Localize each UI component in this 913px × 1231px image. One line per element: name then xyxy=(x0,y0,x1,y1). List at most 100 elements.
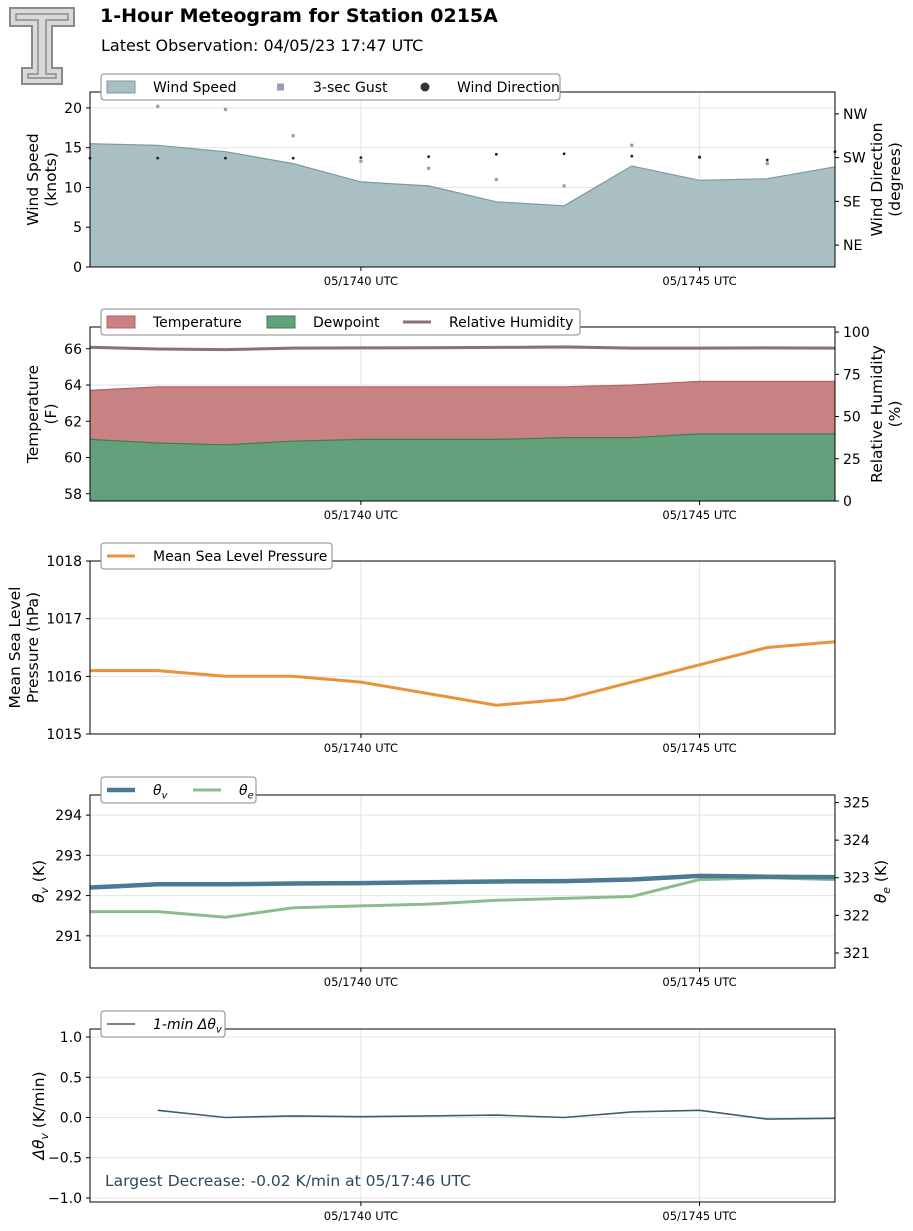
y-tick-label: 15 xyxy=(64,141,82,157)
y-axis-label: Temperature xyxy=(24,365,42,464)
legend-box xyxy=(100,73,561,101)
y-tick-label: 1.0 xyxy=(60,1030,82,1046)
panel-pressure: 05/1740 UTC 05/1745 UTC 1015 1016 1017 1018 Me… xyxy=(6,542,836,755)
y-tick-label: 5 xyxy=(73,220,82,236)
y2-axis-label: Relative Humidity xyxy=(868,345,886,483)
y-axis-label: Mean Sea Level xyxy=(6,587,24,709)
y-tick-label: 0.0 xyxy=(60,1111,82,1127)
y-tick-label: 1018 xyxy=(46,554,82,570)
legend-label: θe xyxy=(239,783,254,802)
y2-tick-label: 324 xyxy=(843,833,870,849)
legend-label: Relative Humidity xyxy=(449,315,573,331)
plot-frame xyxy=(89,560,836,735)
legend-label: Wind Direction xyxy=(457,80,560,96)
wind-direction-point xyxy=(291,156,295,160)
x-tick-label: 05/1745 UTC xyxy=(662,274,736,288)
dewpoint-area xyxy=(90,433,835,501)
legend-box xyxy=(100,542,333,570)
legend-box xyxy=(100,308,581,336)
gust-point xyxy=(562,184,566,188)
y2-tick-label: 323 xyxy=(843,871,870,887)
theta-e-line xyxy=(90,876,836,919)
y2-tick-label: 321 xyxy=(843,946,870,962)
y-tick-label: −1.0 xyxy=(48,1191,82,1207)
wind-direction-point xyxy=(630,154,634,158)
y2-tick-label: 100 xyxy=(843,325,870,341)
y-axis-label: Wind Speed xyxy=(24,133,42,225)
wind-direction-point xyxy=(224,156,227,160)
gust-point xyxy=(291,134,295,138)
x-tick-label: 05/1745 UTC xyxy=(662,741,736,755)
wind-direction-point xyxy=(765,158,769,162)
gust-point xyxy=(494,177,498,182)
y2-tick-label: 0 xyxy=(843,494,852,510)
page-title: 1-Hour Meteogram for Station 0215A xyxy=(100,5,498,27)
y-tick-label: 66 xyxy=(64,342,82,358)
y-tick-label: 64 xyxy=(64,378,82,394)
plot-frame xyxy=(89,1028,836,1203)
y-axis-label: Δθv (K/min) xyxy=(30,1071,51,1160)
theta-v-line xyxy=(89,873,836,890)
y-axis-label: (F) xyxy=(42,403,60,424)
y2-tick-label: NW xyxy=(843,107,867,123)
x-tick-label: 05/1740 UTC xyxy=(324,508,398,522)
legend-swatch xyxy=(277,83,284,91)
y-axis-label: Pressure (hPa) xyxy=(24,592,42,703)
y-tick-label: 292 xyxy=(55,889,82,905)
x-tick-label: 05/1740 UTC xyxy=(324,741,398,755)
y2-tick-label: 75 xyxy=(843,367,861,383)
legend-label: 1-min Δθv xyxy=(153,1017,222,1036)
relative-humidity-line xyxy=(89,345,836,352)
legend-label: Dewpoint xyxy=(313,315,380,331)
y-tick-label: 0 xyxy=(73,260,82,276)
delta-theta-line xyxy=(157,1109,836,1120)
temperature-line xyxy=(89,380,835,391)
y2-tick-label: 322 xyxy=(843,908,870,924)
plot-frame xyxy=(89,794,836,969)
y-tick-label: −0.5 xyxy=(48,1151,82,1167)
gust-point xyxy=(359,159,363,163)
y2-axis-label: (%) xyxy=(886,401,904,428)
wind-direction-point xyxy=(427,155,431,159)
gust-point xyxy=(156,104,160,108)
pressure-line xyxy=(90,640,836,707)
x-tick-label: 05/1745 UTC xyxy=(662,975,736,989)
panel-thermo: 05/1740 UTC 05/1745 UTC 58 60 62 64 66 0 25 50 75 1… xyxy=(24,308,904,522)
legend-swatch xyxy=(266,315,296,329)
x-tick-label: 05/1740 UTC xyxy=(324,274,398,288)
panel-delta: 05/1740 UTC 05/1745 UTC 1.0 0.5 0.0 −0.5 −1.0 Δ… xyxy=(30,1010,836,1223)
x-tick-label: 05/1740 UTC xyxy=(324,1209,398,1223)
x-tick-label: 05/1740 UTC xyxy=(324,975,398,989)
legend-swatch xyxy=(106,315,136,329)
y-tick-label: 293 xyxy=(55,848,82,864)
y-tick-label: 10 xyxy=(64,180,82,196)
y-tick-label: 1015 xyxy=(46,727,82,743)
gust-point xyxy=(765,161,769,166)
panel-theta: 05/1740 UTC 05/1745 UTC 291 292 293 294 321 322… xyxy=(30,776,893,989)
x-tick-label: 05/1745 UTC xyxy=(662,1209,736,1223)
legend-label: Temperature xyxy=(152,315,242,331)
y-tick-label: 0.5 xyxy=(60,1070,82,1086)
legend-label: Mean Sea Level Pressure xyxy=(153,549,327,565)
y-tick-label: 291 xyxy=(55,929,82,945)
gust-point xyxy=(630,143,634,147)
gust-point xyxy=(223,107,228,112)
legend-box xyxy=(100,1010,226,1038)
panel-wind: 05/1740 UTC 05/1745 UTC05101520NESESWNWWi… xyxy=(24,73,904,288)
legend-label: Wind Speed xyxy=(153,80,237,96)
y-axis-label: (knots) xyxy=(42,152,60,207)
y2-axis-label: (degrees) xyxy=(886,142,904,217)
y2-axis-label: Wind Direction xyxy=(868,123,886,237)
y-tick-label: 1016 xyxy=(46,669,82,685)
gust-point xyxy=(427,166,431,170)
y-axis-label: θv (K) xyxy=(30,860,51,903)
wind-speed-area xyxy=(90,143,835,267)
latest-observation: Latest Observation: 04/05/23 17:47 UTC xyxy=(101,36,424,55)
y2-tick-label: SW xyxy=(843,151,866,167)
y-tick-label: 20 xyxy=(64,101,82,117)
legend-label: θv xyxy=(153,783,168,802)
texas-tech-logo-icon xyxy=(8,6,76,86)
y2-tick-label: 325 xyxy=(843,796,870,812)
y-tick-label: 62 xyxy=(64,414,82,430)
